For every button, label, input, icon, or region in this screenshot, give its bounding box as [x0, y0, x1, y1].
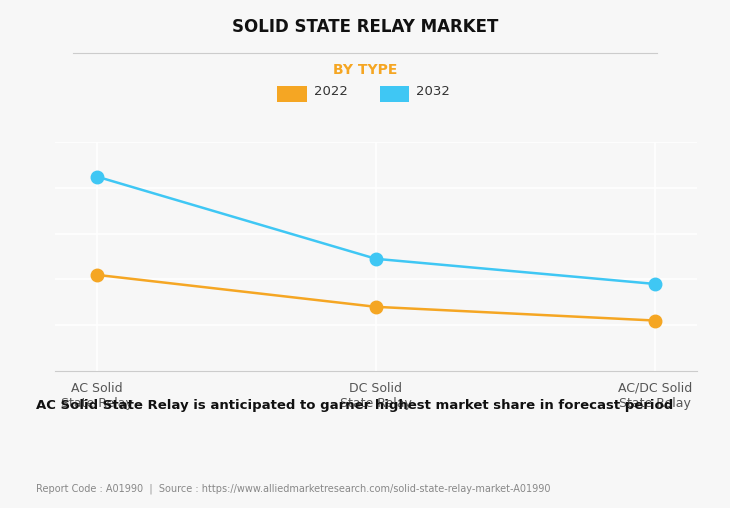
Text: BY TYPE: BY TYPE [333, 64, 397, 78]
Text: Report Code : A01990  |  Source : https://www.alliedmarketresearch.com/solid-sta: Report Code : A01990 | Source : https://… [36, 484, 551, 494]
Text: SOLID STATE RELAY MARKET: SOLID STATE RELAY MARKET [232, 18, 498, 36]
Text: 2032: 2032 [416, 85, 450, 98]
Text: 2022: 2022 [314, 85, 347, 98]
Text: AC Solid State Relay is anticipated to garner highest market share in forecast p: AC Solid State Relay is anticipated to g… [36, 399, 674, 412]
